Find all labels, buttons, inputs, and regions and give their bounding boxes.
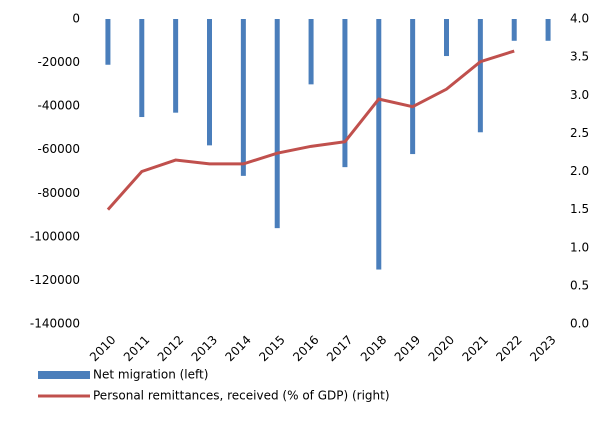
y2-tick-label: 2.0 xyxy=(570,164,589,178)
x-tick-label: 2014 xyxy=(222,333,253,364)
bar xyxy=(207,19,212,146)
y-tick-label: -60000 xyxy=(37,142,80,156)
bar xyxy=(105,19,111,65)
y-tick-label: -140000 xyxy=(30,317,80,331)
bar xyxy=(139,19,145,118)
y2-tick-label: 2.5 xyxy=(570,126,589,140)
y2-tick-label: 1.0 xyxy=(570,240,589,254)
bar xyxy=(545,19,551,41)
y-tick-label: -100000 xyxy=(30,229,80,243)
x-tick-label: 2016 xyxy=(290,333,321,364)
x-tick-label: 2010 xyxy=(87,333,118,364)
x-tick-label: 2019 xyxy=(392,333,423,364)
y2-tick-label: 0.5 xyxy=(570,278,589,292)
bar xyxy=(511,19,517,41)
y2-tick-label: 4.0 xyxy=(570,12,589,26)
y2-tick-label: 3.0 xyxy=(570,88,589,102)
x-tick-label: 2015 xyxy=(256,333,287,364)
bar xyxy=(410,19,416,155)
y2-tick-label: 1.5 xyxy=(570,202,589,216)
bar xyxy=(240,19,246,176)
bar xyxy=(444,19,449,57)
y2-tick-label: 3.5 xyxy=(570,50,589,64)
line xyxy=(106,49,515,211)
y-tick-label: -40000 xyxy=(37,99,80,113)
legend-label: Net migration (left) xyxy=(93,368,208,382)
x-tick-label: 2013 xyxy=(189,333,220,364)
bar xyxy=(173,19,179,113)
bar xyxy=(342,19,348,168)
y-tick-label: -20000 xyxy=(37,55,80,69)
legend-label: Personal remittances, received (% of GDP… xyxy=(93,389,390,403)
y-tick-label: -80000 xyxy=(37,186,80,200)
x-tick-label: 2011 xyxy=(121,333,152,364)
legend-swatch xyxy=(38,371,90,379)
bar xyxy=(477,19,483,133)
x-tick-label: 2012 xyxy=(155,333,186,364)
y-tick-label: -120000 xyxy=(30,273,80,287)
bar xyxy=(376,19,382,270)
x-tick-label: 2021 xyxy=(459,333,490,364)
x-tick-label: 2023 xyxy=(527,333,558,364)
bar xyxy=(274,19,280,229)
y2-tick-label: 0.0 xyxy=(570,317,589,331)
x-tick-label: 2020 xyxy=(426,333,457,364)
x-tick-label: 2017 xyxy=(324,333,355,364)
y-tick-label: 0 xyxy=(72,12,80,26)
bar xyxy=(308,19,314,85)
x-tick-label: 2022 xyxy=(493,333,524,364)
x-tick-label: 2018 xyxy=(358,333,389,364)
